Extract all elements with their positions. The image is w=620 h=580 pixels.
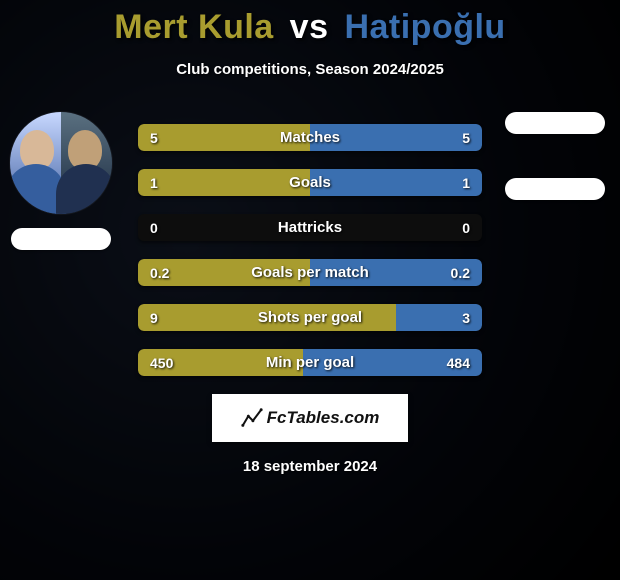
stat-label: Goals per match	[138, 259, 482, 286]
stat-row-hattricks: 0 Hattricks 0	[138, 214, 482, 241]
stat-label: Hattricks	[138, 214, 482, 241]
stat-label: Goals	[138, 169, 482, 196]
player1-avatar	[10, 112, 112, 214]
stat-row-goals-per-match: 0.2 Goals per match 0.2	[138, 259, 482, 286]
badge-text: FcTables.com	[267, 408, 380, 428]
stat-right-value: 5	[462, 124, 470, 151]
stat-right-value: 0	[462, 214, 470, 241]
stat-row-shots-per-goal: 9 Shots per goal 3	[138, 304, 482, 331]
player1-side	[6, 112, 116, 250]
player2-team-pill-2	[505, 178, 605, 200]
chart-icon	[241, 407, 263, 429]
stat-row-matches: 5 Matches 5	[138, 124, 482, 151]
stat-row-min-per-goal: 450 Min per goal 484	[138, 349, 482, 376]
title-vs: vs	[290, 8, 329, 46]
player2-side	[500, 112, 610, 200]
title-player1: Mert Kula	[114, 8, 273, 46]
stat-label: Shots per goal	[138, 304, 482, 331]
stats-list: 5 Matches 5 1 Goals 1 0 Hattricks 0 0.2 …	[138, 124, 482, 376]
stat-right-value: 484	[447, 349, 470, 376]
player2-team-pill-1	[505, 112, 605, 134]
stat-label: Matches	[138, 124, 482, 151]
stat-right-value: 3	[462, 304, 470, 331]
subtitle: Club competitions, Season 2024/2025	[176, 61, 444, 78]
player1-team-pill	[11, 228, 111, 250]
title-player2: Hatipoğlu	[344, 8, 505, 46]
comparison-card: Mert Kula vs Hatipoğlu Club competitions…	[0, 0, 620, 580]
stat-right-value: 1	[462, 169, 470, 196]
stat-row-goals: 1 Goals 1	[138, 169, 482, 196]
stat-label: Min per goal	[138, 349, 482, 376]
date-text: 18 september 2024	[243, 458, 377, 475]
avatar-body-right	[56, 164, 112, 214]
source-badge: FcTables.com	[212, 394, 408, 442]
title: Mert Kula vs Hatipoğlu	[114, 8, 505, 47]
stat-right-value: 0.2	[451, 259, 470, 286]
